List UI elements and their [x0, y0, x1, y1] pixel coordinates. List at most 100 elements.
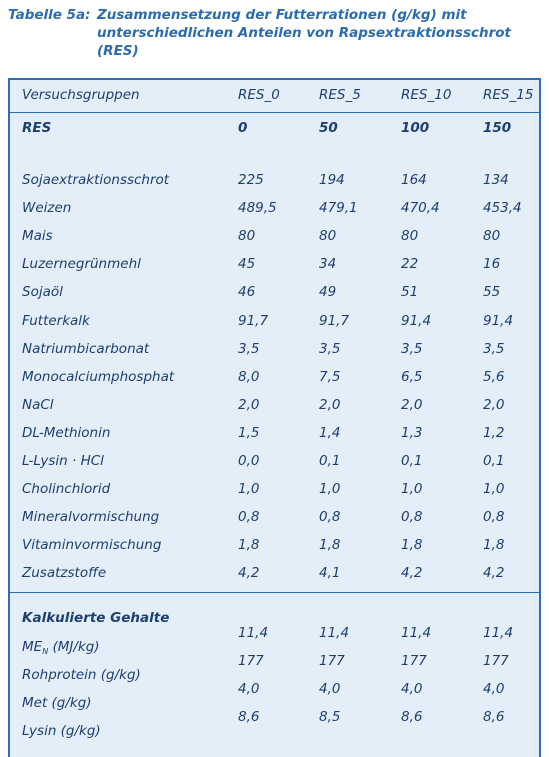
calc-label: Lysin (g/kg) [22, 723, 101, 739]
ingredient-value: 45 [238, 256, 256, 273]
ingredient-label: Futterkalk [22, 312, 90, 329]
calc-label: Rohprotein (g/kg) [22, 667, 141, 683]
calc-value: 177 [483, 653, 509, 669]
ingredient-value: 1,5 [238, 424, 260, 441]
ingredient-label: Monocalciumphosphat [22, 368, 175, 385]
ingredient-value: 80 [238, 228, 256, 245]
ingredient-value: 194 [319, 172, 345, 188]
ingredient-value: 134 [483, 172, 509, 188]
ingredient-value: 1,0 [319, 481, 341, 498]
ingredient-value: 0,1 [319, 453, 341, 469]
ingredient-value: 51 [401, 284, 419, 301]
ingredient-value: 479,1 [319, 200, 358, 217]
column-header-res-5: RES_5 [319, 87, 361, 103]
calc-value: 11,4 [319, 625, 350, 641]
ingredient-value: 0,1 [401, 453, 423, 469]
ingredient-value: 80 [483, 228, 501, 245]
ingredient-value: 0,1 [483, 453, 505, 469]
res-row-value: 50 [319, 120, 338, 136]
calc-heading: Kalkulierte Gehalte [22, 610, 170, 626]
ingredient-value: 2,0 [238, 396, 260, 413]
ingredient-value: 34 [319, 256, 337, 273]
ingredient-value: 91,7 [238, 312, 269, 329]
ingredient-label: Cholinchlorid [22, 481, 111, 498]
calc-value: 4,0 [319, 681, 341, 697]
ingredient-label: Vitaminvormischung [22, 537, 162, 554]
ingredient-label: NaCl [22, 396, 54, 413]
ingredient-value: 453,4 [483, 200, 522, 217]
calc-value: 11,4 [238, 625, 269, 641]
ingredient-label: Mineralvormischung [22, 509, 160, 526]
calc-value: 177 [401, 653, 427, 669]
column-header-res-15: RES_15 [483, 87, 534, 103]
header-divider [10, 112, 539, 113]
ingredient-value: 470,4 [401, 200, 440, 217]
composition-table: Versuchsgruppen RES_0 RES_5 RES_10 RES_15 RES… [8, 78, 541, 757]
ingredient-value: 1,8 [319, 537, 341, 554]
calc-value: 8,6 [238, 709, 260, 725]
calc-value: 8,6 [483, 709, 505, 725]
ingredient-value: 3,5 [238, 340, 260, 357]
ingredient-value: 489,5 [238, 200, 277, 217]
ingredient-value: 2,0 [401, 396, 423, 413]
ingredient-value: 8,0 [238, 368, 260, 385]
section-divider [10, 592, 539, 593]
ingredient-label: Zusatzstoffe [22, 565, 107, 582]
ingredient-value: 0,8 [401, 509, 423, 526]
calc-value: 177 [319, 653, 345, 669]
ingredient-label: Weizen [22, 200, 72, 217]
ingredient-value: 6,5 [401, 368, 423, 385]
ingredient-value: 1,0 [401, 481, 423, 498]
ingredient-value: 1,2 [483, 424, 505, 441]
ingredient-value: 5,6 [483, 368, 505, 385]
ingredient-value: 16 [483, 256, 501, 273]
ingredient-value: 164 [401, 172, 427, 188]
ingredient-value: 1,8 [483, 537, 505, 554]
ingredient-label: Sojaöl [22, 284, 63, 301]
calc-value: 8,5 [319, 709, 341, 725]
res-row-label: RES [22, 120, 52, 136]
ingredient-value: 55 [483, 284, 501, 301]
calc-value: 4,0 [238, 681, 260, 697]
ingredient-value: 91,7 [319, 312, 350, 329]
ingredient-value: 1,8 [401, 537, 423, 554]
ingredient-value: 0,8 [483, 509, 505, 526]
ingredient-value: 7,5 [319, 368, 341, 385]
ingredient-value: 3,5 [483, 340, 505, 357]
calc-value: 177 [238, 653, 264, 669]
ingredient-value: 0,8 [319, 509, 341, 526]
ingredient-value: 91,4 [401, 312, 432, 329]
ingredient-value: 0,8 [238, 509, 260, 526]
caption-title: Zusammensetzung der Futterrationen (g/kg… [97, 7, 511, 59]
ingredient-value: 3,5 [319, 340, 341, 357]
column-header-groups: Versuchsgruppen [22, 87, 140, 103]
ingredient-value: 4,1 [319, 565, 341, 582]
ingredient-value: 91,4 [483, 312, 514, 329]
column-header-res-10: RES_10 [401, 87, 452, 103]
res-row-value: 0 [238, 120, 248, 136]
calc-value: 11,4 [401, 625, 432, 641]
calc-label: MEN (MJ/kg) [22, 639, 100, 656]
ingredient-label: DL-Methionin [22, 424, 111, 441]
ingredient-value: 1,3 [401, 424, 423, 441]
calc-value: 4,0 [401, 681, 423, 697]
ingredient-value: 1,8 [238, 537, 260, 554]
ingredient-value: 80 [319, 228, 337, 245]
ingredient-label: Mais [22, 228, 53, 245]
ingredient-value: 225 [238, 172, 264, 188]
column-header-res-0: RES_0 [238, 87, 280, 103]
ingredient-value: 46 [238, 284, 256, 301]
ingredient-value: 4,2 [483, 565, 505, 582]
ingredient-value: 1,0 [238, 481, 260, 498]
res-row-value: 100 [401, 120, 430, 136]
ingredient-value: 3,5 [401, 340, 423, 357]
ingredient-label: Natriumbicarbonat [22, 340, 150, 357]
calc-value: 4,0 [483, 681, 505, 697]
ingredient-value: 2,0 [319, 396, 341, 413]
ingredient-label: Luzernegrünmehl [22, 256, 141, 273]
ingredient-value: 4,2 [401, 565, 423, 582]
ingredient-value: 1,4 [319, 424, 341, 441]
ingredient-value: 2,0 [483, 396, 505, 413]
calc-label: Met (g/kg) [22, 695, 92, 711]
